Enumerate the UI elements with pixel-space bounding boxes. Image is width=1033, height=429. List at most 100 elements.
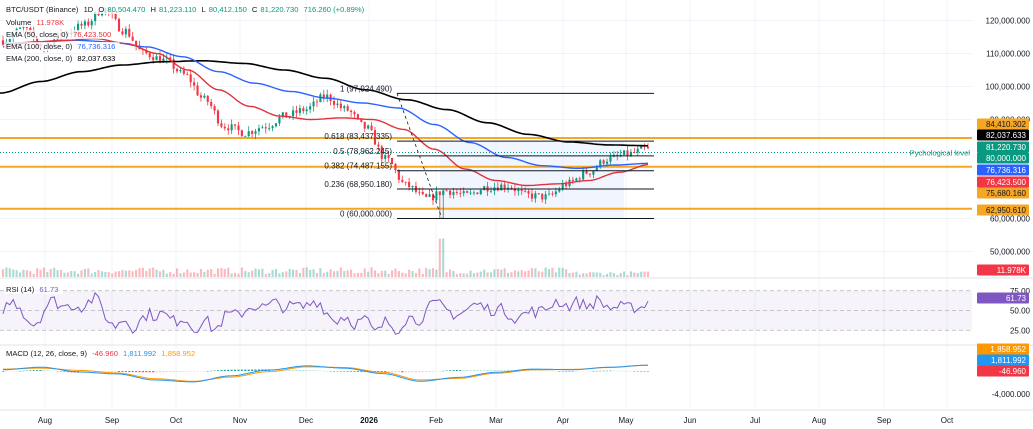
candle-body bbox=[254, 131, 257, 134]
price-tag-bg bbox=[977, 129, 1029, 141]
volume-bar bbox=[97, 269, 100, 277]
macd-histogram-bar bbox=[1, 371, 5, 372]
ema50-legend[interactable]: EMA (50, close, 0) 76,423.500 bbox=[4, 30, 119, 40]
volume-bar bbox=[162, 269, 165, 277]
volume-bar bbox=[295, 269, 298, 277]
volume-bar bbox=[158, 271, 162, 277]
volume-bar bbox=[626, 275, 629, 277]
candle-body bbox=[445, 190, 448, 192]
symbol-legend[interactable]: BTC/USDT (Binance) 1D O 80,504.470 H 81,22… bbox=[4, 5, 372, 15]
time-axis-label: Aug bbox=[38, 416, 52, 425]
volume-bar bbox=[462, 273, 465, 277]
macd-histogram-bar bbox=[397, 371, 400, 373]
macd-legend[interactable]: MACD (12, 26, close, 9) -46.960 1,811.99… bbox=[4, 349, 203, 359]
macd-histogram-bar bbox=[438, 371, 441, 372]
macd-histogram-bar bbox=[59, 371, 63, 372]
macd-histogram-bar bbox=[36, 370, 39, 371]
volume-bar bbox=[15, 270, 18, 277]
ema200-legend[interactable]: EMA (200, close, 0) 82,037.633 bbox=[4, 54, 123, 64]
macd-histogram-bar bbox=[599, 370, 602, 372]
rsi-legend[interactable]: RSI (14) 61.73 bbox=[4, 285, 66, 295]
macd-histogram-bar bbox=[237, 369, 240, 371]
symbol-name[interactable]: BTC/USDT (Binance) bbox=[6, 5, 79, 14]
fib-label: 0.236 (68,950.180) bbox=[324, 180, 392, 189]
volume-bar bbox=[59, 269, 63, 277]
volume-bar bbox=[319, 268, 322, 277]
volume-bar bbox=[524, 271, 527, 277]
time-axis-label: Mar bbox=[489, 416, 503, 425]
volume-bar bbox=[449, 269, 452, 277]
macd-histogram-bar bbox=[609, 370, 612, 372]
candle-body bbox=[257, 128, 261, 132]
volume-bar bbox=[135, 269, 138, 277]
macd-histogram-bar bbox=[588, 371, 592, 372]
candle-body bbox=[206, 95, 209, 102]
volume-bar bbox=[616, 275, 619, 277]
volume-bar bbox=[588, 272, 592, 277]
macd-histogram-bar bbox=[49, 370, 52, 371]
ema100-legend[interactable]: EMA (100, close, 0) 76,736.316 bbox=[4, 42, 123, 52]
candle-body bbox=[196, 85, 199, 96]
macd-histogram-bar bbox=[408, 371, 411, 373]
volume-bar bbox=[19, 272, 22, 277]
candle-body bbox=[455, 192, 458, 193]
macd-histogram-bar bbox=[295, 369, 298, 371]
macd-histogram-bar bbox=[213, 370, 216, 371]
macd-histogram-bar bbox=[90, 371, 93, 373]
price-axis-label: 100,000.000 bbox=[986, 83, 1031, 92]
macd-histogram-bar bbox=[46, 370, 49, 371]
macd-histogram-bar bbox=[339, 371, 342, 372]
volume-bar bbox=[592, 272, 595, 277]
macd-histogram-bar bbox=[305, 370, 308, 371]
price-tag-bg bbox=[977, 204, 1029, 216]
interval[interactable]: 1D bbox=[83, 5, 94, 14]
candle-body bbox=[220, 123, 223, 127]
candle-body bbox=[571, 179, 574, 181]
volume-bar bbox=[312, 269, 315, 277]
volume-bar bbox=[346, 270, 349, 277]
volume-bar bbox=[483, 269, 486, 277]
macd-axis-label: -4,000.000 bbox=[992, 390, 1031, 399]
volume-bar bbox=[623, 271, 626, 277]
candle-body bbox=[305, 109, 308, 112]
candle-body bbox=[520, 189, 523, 191]
candle-body bbox=[605, 161, 609, 164]
candle-body bbox=[387, 155, 390, 158]
macd-histogram-bar bbox=[196, 371, 199, 372]
rsi-axis-label: 25.00 bbox=[1010, 326, 1031, 335]
candle-body bbox=[554, 191, 557, 195]
volume-bar bbox=[397, 271, 400, 277]
volume-bar bbox=[520, 270, 523, 277]
candle-body bbox=[315, 101, 319, 103]
candle-body bbox=[114, 13, 117, 19]
volume-bar bbox=[36, 268, 39, 277]
price-tag-bg bbox=[977, 152, 1029, 164]
rsi-line bbox=[2, 291, 649, 335]
horizontal-levels[interactable]: Pychological level bbox=[0, 136, 972, 210]
ema50-line bbox=[2, 38, 649, 187]
macd-histogram-bar bbox=[640, 371, 643, 372]
candle-body bbox=[575, 178, 578, 181]
volume-bar bbox=[489, 272, 493, 277]
candle-body bbox=[172, 59, 175, 69]
volume-legend[interactable]: Volume 11.978K bbox=[4, 18, 72, 28]
time-axis-label: Dec bbox=[299, 416, 313, 425]
fib-retracement[interactable]: 1 (97,924.490) 0.618 (83,437.335) 0.5 (78,… bbox=[324, 84, 654, 219]
macd-histogram-bar bbox=[619, 370, 622, 372]
candle-body bbox=[602, 160, 605, 164]
candle-body bbox=[87, 21, 90, 26]
macd-histogram-bar bbox=[247, 369, 250, 371]
macd-histogram-bar bbox=[421, 371, 424, 373]
macd-histogram-bar bbox=[179, 371, 182, 372]
macd-histogram-bar bbox=[8, 371, 11, 372]
macd-histogram-bar bbox=[223, 369, 226, 371]
candle-body bbox=[326, 94, 329, 99]
price-tag: 81,220.730 bbox=[986, 143, 1027, 152]
candle-body bbox=[394, 164, 397, 171]
volume-bar bbox=[619, 273, 622, 277]
macd-histogram-bar bbox=[360, 371, 363, 372]
volume-bar bbox=[32, 273, 35, 277]
volume-bar bbox=[612, 272, 615, 277]
candle-body bbox=[449, 190, 452, 195]
